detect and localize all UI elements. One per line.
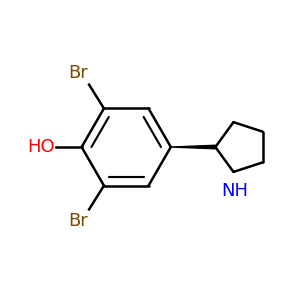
Text: Br: Br — [68, 212, 88, 230]
Text: HO: HO — [27, 138, 55, 156]
Polygon shape — [171, 145, 215, 149]
Text: NH: NH — [221, 182, 248, 200]
Text: Br: Br — [68, 64, 88, 82]
